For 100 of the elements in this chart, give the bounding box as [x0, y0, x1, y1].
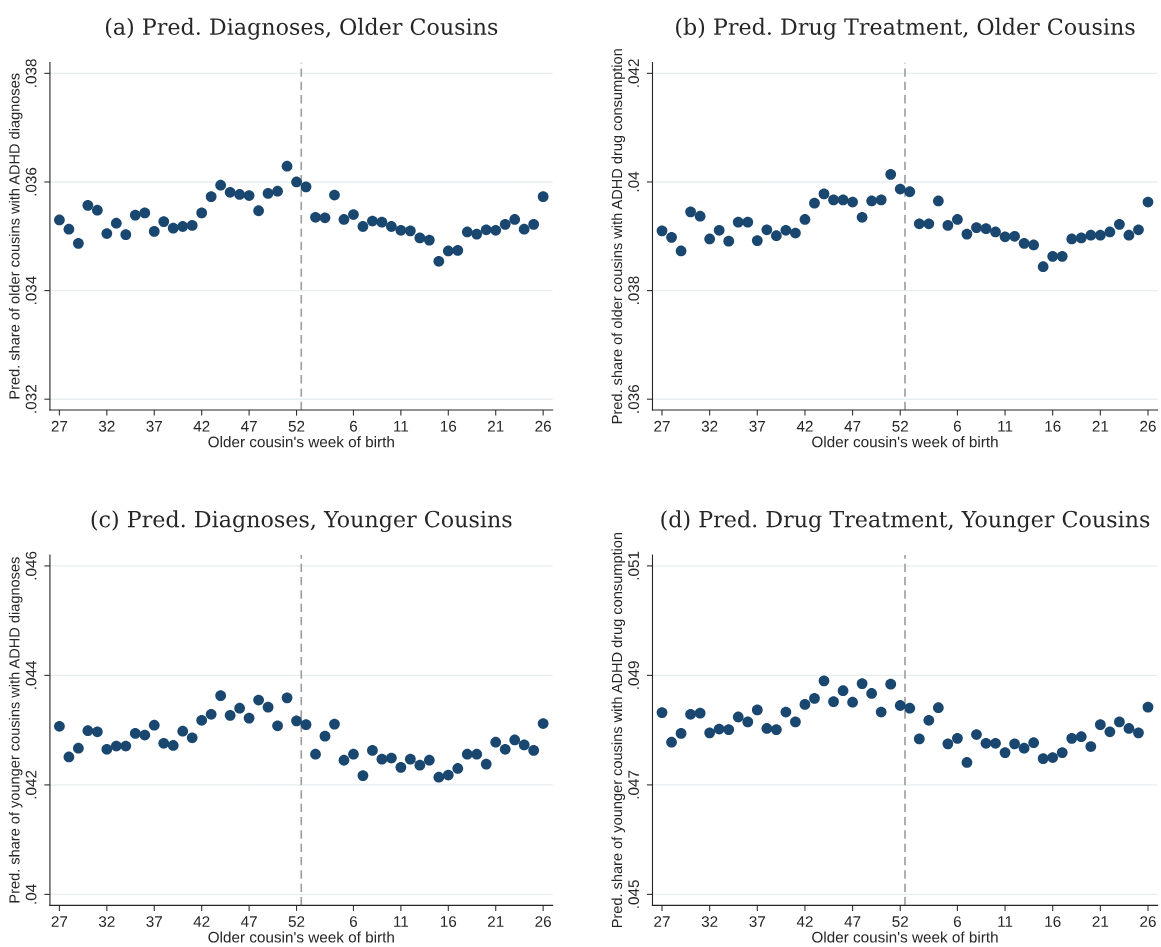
- point: [799, 699, 811, 710]
- point: [723, 724, 735, 735]
- x-tick-label: 26: [1140, 916, 1156, 927]
- x-tick-label: 37: [749, 420, 766, 432]
- point: [433, 255, 445, 267]
- point: [281, 692, 293, 704]
- point: [1047, 752, 1059, 763]
- x-axis-title: Older cousin's week of birth: [208, 436, 394, 448]
- point: [999, 747, 1011, 758]
- point: [537, 718, 549, 729]
- x-axis-title: Older cousin's week of birth: [812, 931, 998, 943]
- y-axis-title: Pred. share of older cousins with ADHD diagnoses: [8, 73, 23, 399]
- point: [656, 707, 668, 718]
- point: [770, 230, 782, 242]
- point: [1009, 230, 1020, 242]
- point: [395, 224, 407, 236]
- point: [243, 190, 255, 201]
- x-tick-label: 26: [535, 916, 551, 927]
- y-tick-label: .036: [628, 384, 640, 413]
- x-tick-label: 47: [240, 916, 257, 927]
- point: [329, 718, 340, 730]
- point: [110, 740, 122, 752]
- point: [809, 197, 820, 209]
- point: [480, 224, 492, 236]
- x-tick-label: 47: [844, 916, 861, 927]
- point: [656, 225, 668, 237]
- point: [751, 235, 763, 246]
- point: [433, 771, 445, 783]
- point: [158, 737, 170, 749]
- x-tick-label: 47: [844, 421, 861, 432]
- point: [732, 216, 744, 228]
- point: [63, 751, 75, 763]
- point: [414, 759, 426, 771]
- point: [694, 707, 706, 719]
- y-tick-label: .032: [25, 385, 37, 413]
- point: [139, 729, 151, 741]
- y-axis-title: Pred. share of younger cousins with ADHD diagnoses: [8, 557, 23, 903]
- point: [499, 743, 511, 755]
- y-tick-label: .036: [25, 167, 37, 196]
- point: [1123, 723, 1135, 734]
- y-tick-label: .038: [25, 59, 37, 87]
- point: [110, 217, 122, 229]
- point: [452, 245, 464, 256]
- point: [1123, 229, 1135, 241]
- point: [1028, 239, 1040, 251]
- point: [319, 730, 331, 742]
- point: [1047, 250, 1059, 262]
- point: [875, 706, 887, 718]
- point: [971, 222, 982, 233]
- point: [751, 704, 763, 716]
- x-tick-label: 26: [535, 420, 551, 432]
- point: [471, 748, 483, 760]
- y-tick-label: .044: [25, 660, 37, 689]
- point: [761, 723, 773, 734]
- point: [404, 753, 416, 765]
- y-tick-label: .04: [25, 884, 37, 904]
- point: [713, 723, 725, 735]
- point: [186, 732, 198, 744]
- x-tick-label: 27: [654, 420, 670, 432]
- chart-title: (b) Pred. Drug Treatment, Older Cousins: [676, 17, 1135, 40]
- y-tick-label: .034: [25, 276, 37, 305]
- point: [999, 231, 1011, 243]
- x-tick-label: 32: [98, 420, 115, 432]
- point: [224, 709, 236, 721]
- point: [272, 185, 283, 197]
- y-tick-label: .04: [628, 171, 640, 192]
- point: [1056, 250, 1068, 262]
- x-tick-label: 37: [146, 916, 162, 927]
- y-tick-label: .049: [628, 661, 640, 689]
- point: [253, 694, 264, 706]
- point: [1066, 233, 1078, 245]
- x-tick-label: 11: [394, 421, 409, 432]
- point: [272, 720, 283, 732]
- point: [357, 221, 369, 232]
- point: [509, 734, 521, 746]
- point: [675, 728, 687, 739]
- point: [73, 237, 84, 249]
- point: [666, 736, 677, 748]
- point: [790, 716, 801, 728]
- point: [1037, 753, 1049, 764]
- point: [101, 743, 113, 755]
- x-tick-label: 37: [749, 916, 766, 927]
- point: [177, 725, 189, 737]
- x-tick-label: 52: [892, 420, 908, 432]
- point: [376, 753, 388, 765]
- point: [790, 227, 801, 239]
- x-tick-label: 16: [1045, 916, 1061, 927]
- point: [885, 678, 897, 690]
- point: [386, 221, 397, 232]
- point: [291, 176, 302, 188]
- point: [367, 215, 378, 227]
- point: [82, 199, 94, 211]
- x-tick-label: 52: [288, 420, 305, 432]
- point: [404, 225, 416, 237]
- point: [338, 214, 350, 225]
- point: [1142, 701, 1154, 713]
- point: [952, 732, 963, 744]
- point: [980, 737, 992, 749]
- point: [923, 714, 935, 726]
- point: [461, 748, 473, 760]
